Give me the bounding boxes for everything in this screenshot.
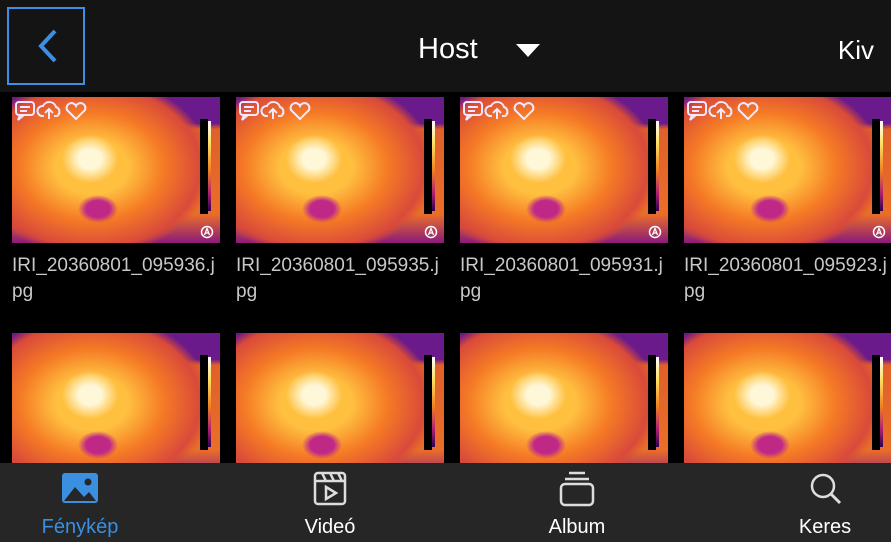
- thumbnail[interactable]: [12, 333, 220, 479]
- select-button[interactable]: Kiv: [838, 35, 874, 66]
- back-button[interactable]: [7, 7, 85, 85]
- thumbnail[interactable]: [460, 97, 668, 243]
- file-name: IRI_20360801_095931.jpg: [460, 253, 665, 305]
- bottom-nav: Fénykép Videó Album Keres: [0, 463, 891, 542]
- auto-badge: [200, 225, 214, 239]
- file-name: IRI_20360801_095935.jpg: [236, 253, 441, 305]
- tab-label: Album: [507, 516, 647, 539]
- video-icon: [310, 469, 350, 509]
- tab[interactable]: Album: [507, 463, 647, 542]
- top-bar: Host Kiv: [0, 0, 891, 92]
- tab[interactable]: Keres: [755, 463, 891, 542]
- thumbnail[interactable]: [684, 97, 891, 243]
- thumbnail[interactable]: [684, 333, 891, 479]
- screen: Host Kiv IRI_20360801_095936.jpg IRI_2036…: [0, 0, 891, 542]
- tab[interactable]: Videó: [260, 463, 400, 542]
- thumbnail[interactable]: [236, 333, 444, 479]
- status-icons: [238, 99, 338, 123]
- tab[interactable]: Fénykép: [10, 463, 150, 542]
- thumbnail[interactable]: [12, 97, 220, 243]
- thumbnail[interactable]: [236, 97, 444, 243]
- photo-icon: [60, 469, 100, 509]
- album-icon: [557, 469, 597, 509]
- auto-badge: [648, 225, 662, 239]
- file-name: IRI_20360801_095923.jpg: [684, 253, 889, 305]
- search-icon: [805, 469, 845, 509]
- status-icons: [14, 99, 114, 123]
- dropdown-arrow[interactable]: [516, 44, 542, 58]
- status-icons: [686, 99, 786, 123]
- status-icons: [462, 99, 562, 123]
- back-icon: [9, 9, 83, 83]
- auto-badge: [872, 225, 886, 239]
- tab-label: Videó: [260, 516, 400, 539]
- thumbnail[interactable]: [460, 333, 668, 479]
- tab-label: Fénykép: [10, 516, 150, 539]
- title[interactable]: Host: [418, 33, 478, 66]
- tab-label: Keres: [755, 516, 891, 539]
- file-name: IRI_20360801_095936.jpg: [12, 253, 217, 305]
- auto-badge: [424, 225, 438, 239]
